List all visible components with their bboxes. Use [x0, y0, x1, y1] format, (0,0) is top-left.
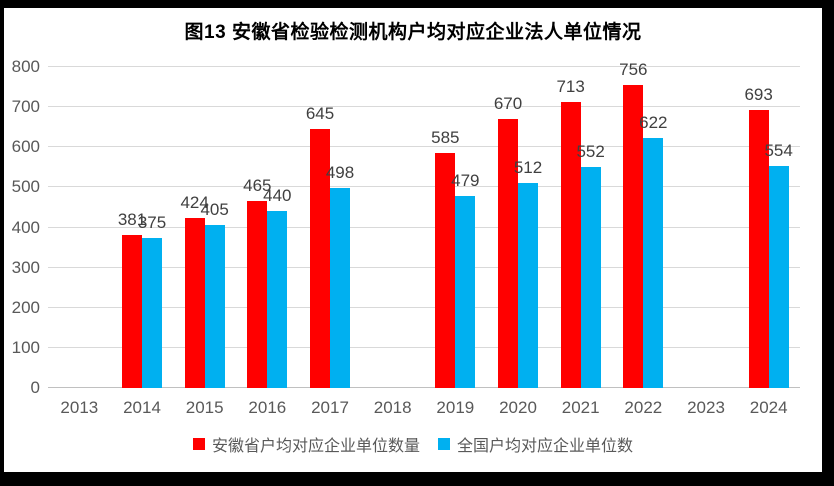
bar-anhui-2017 [310, 129, 330, 388]
x-axis-tick-label: 2024 [749, 398, 788, 417]
bar-national-2019 [455, 196, 476, 388]
legend-label-anhui: 安徽省户均对应企业单位数量 [211, 438, 420, 455]
gridline [48, 266, 800, 268]
chart-background: 图13 安徽省检验检测机构户均对应企业法人单位情况 0 100 200 300 400 5… [4, 8, 822, 472]
plot-area: 0 100 200 300 400 500 600 700 800 2013 2014 2015 201… [4, 8, 822, 472]
bar-value-label: 498 [325, 163, 355, 182]
legend-swatch-anhui [192, 438, 205, 450]
gridline [48, 346, 800, 348]
x-axis-tick-label: 2021 [561, 398, 600, 417]
bar-value-label: 622 [639, 113, 668, 132]
bar-national-2022 [643, 138, 664, 388]
x-axis-tick-label: 2023 [687, 398, 725, 417]
bar-value-label: 512 [513, 158, 543, 177]
x-axis-tick-label: 2018 [373, 398, 412, 417]
bar-value-label: 381 [117, 210, 147, 229]
legend-swatch-national [438, 438, 450, 450]
x-axis-tick-label: 2014 [123, 398, 161, 417]
bar-value-label: 670 [493, 94, 523, 113]
bar-anhui-2021 [560, 102, 581, 388]
legend: 安徽省户均对应企业单位数量 全国户均对应企业单位数 [4, 432, 822, 456]
x-axis-tick-label: 2013 [60, 398, 99, 417]
bar-value-label: 756 [619, 60, 648, 79]
bar-anhui-2016 [247, 201, 268, 388]
legend-item-national: 全国户均对应企业单位数 [438, 432, 633, 456]
y-axis-tick-label: 700 [11, 97, 40, 117]
legend-item-anhui: 安徽省户均对应企业单位数量 [192, 432, 420, 456]
x-axis-line [48, 387, 800, 388]
bar-anhui-2019 [435, 153, 456, 388]
bar-value-label: 554 [764, 141, 793, 160]
bar-national-2017 [330, 188, 350, 388]
y-axis-tick-label: 200 [11, 297, 40, 317]
bar-anhui-2015 [184, 218, 205, 388]
bar-value-label: 440 [263, 186, 292, 205]
bar-value-label: 713 [556, 77, 585, 96]
gridline [48, 106, 800, 108]
gridline [48, 146, 800, 148]
bar-value-label: 479 [451, 171, 480, 190]
bar-anhui-2024 [748, 110, 769, 388]
legend-label-national: 全国户均对应企业单位数 [457, 438, 634, 455]
x-axis-tick-label: 2020 [499, 398, 537, 417]
bar-anhui-2014 [122, 235, 142, 388]
bar-value-label: 693 [744, 85, 773, 104]
bar-national-2014 [142, 238, 162, 388]
bar-value-label: 405 [200, 200, 229, 219]
bar-anhui-2022 [623, 85, 644, 388]
chart-title: 图13 安徽省检验检测机构户均对应企业法人单位情况 [184, 22, 642, 43]
bar-value-label: 645 [305, 104, 335, 123]
y-axis-tick-label: 0 [30, 378, 40, 397]
gridline [48, 186, 800, 188]
y-axis-tick-label: 600 [11, 137, 40, 157]
bar-value-label: 375 [137, 213, 167, 232]
bar-anhui-2020 [498, 119, 518, 388]
bar-national-2024 [768, 166, 789, 388]
bar-national-2016 [267, 211, 288, 388]
y-axis-tick-label: 500 [11, 177, 40, 197]
gridline [48, 226, 800, 228]
y-axis-tick-label: 800 [11, 57, 40, 76]
bar-value-label: 465 [243, 176, 272, 195]
gridline [48, 306, 800, 308]
bar-value-label: 424 [180, 193, 209, 212]
x-axis-tick-label: 2017 [311, 398, 349, 417]
y-axis-tick-label: 100 [11, 337, 40, 357]
bar-value-label: 585 [431, 128, 460, 147]
bar-national-2021 [580, 167, 601, 388]
y-axis-tick-label: 300 [11, 257, 40, 277]
bar-national-2015 [204, 225, 225, 388]
x-axis-tick-label: 2015 [185, 398, 224, 417]
gridline [48, 66, 800, 67]
bar-national-2020 [518, 183, 538, 388]
x-axis-tick-label: 2022 [624, 398, 663, 417]
x-axis-tick-label: 2019 [436, 398, 475, 417]
x-axis-tick-label: 2016 [248, 398, 287, 417]
y-axis-tick-label: 400 [11, 217, 40, 237]
bar-value-label: 552 [576, 142, 605, 161]
